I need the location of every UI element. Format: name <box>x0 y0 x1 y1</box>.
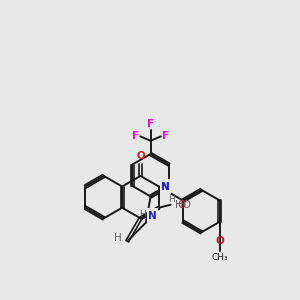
Text: N: N <box>161 182 170 191</box>
Text: HO: HO <box>175 200 191 210</box>
Text: N: N <box>148 208 158 221</box>
Text: H: H <box>168 195 175 204</box>
Text: F: F <box>162 131 169 141</box>
Text: N: N <box>161 182 170 191</box>
Text: N: N <box>148 211 157 221</box>
Text: N: N <box>161 182 170 191</box>
Text: CH₃: CH₃ <box>212 253 228 262</box>
Text: F: F <box>147 119 154 129</box>
Text: N: N <box>148 211 157 221</box>
Text: O: O <box>136 151 145 160</box>
Text: O: O <box>177 200 186 210</box>
Text: H: H <box>114 233 122 243</box>
Text: F: F <box>132 131 139 141</box>
Text: N: N <box>161 180 171 193</box>
Text: H: H <box>139 210 146 219</box>
Text: O: O <box>215 236 224 246</box>
